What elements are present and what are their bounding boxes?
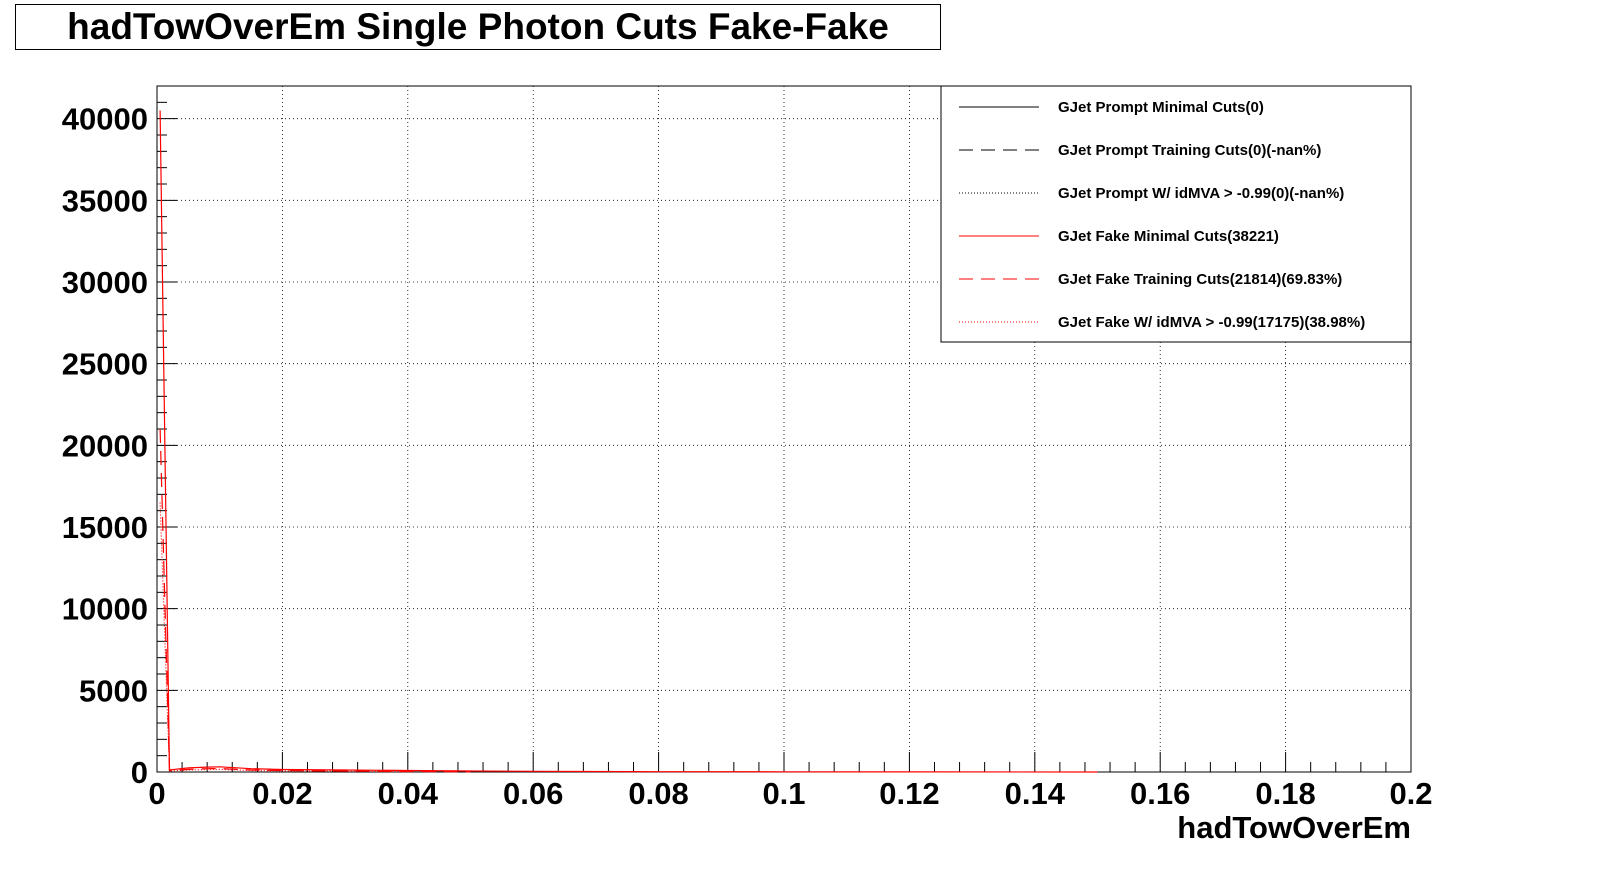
x-tick-label: 0.18 (1255, 776, 1315, 811)
x-tick-label: 0.12 (879, 776, 939, 811)
legend-label: GJet Prompt Training Cuts(0)(-nan%) (1058, 142, 1321, 159)
y-tick-label: 10000 (62, 592, 148, 627)
x-tick-label: 0.04 (378, 776, 439, 811)
x-tick-label: 0.16 (1130, 776, 1190, 811)
y-tick-label: 35000 (62, 183, 148, 218)
series-line-5 (159, 428, 471, 773)
y-tick-label: 30000 (62, 265, 148, 300)
y-tick-label: 40000 (62, 102, 148, 137)
series-line-4 (159, 110, 1098, 773)
x-tick-label: 0.14 (1005, 776, 1066, 811)
y-tick-label: 0 (131, 755, 148, 790)
y-tick-label: 20000 (62, 428, 148, 463)
x-tick-label: 0.1 (762, 776, 805, 811)
x-tick-label: 0.2 (1389, 776, 1432, 811)
legend-label: GJet Fake W/ idMVA > -0.99(17175)(38.98%… (1058, 314, 1365, 331)
legend-label: GJet Fake Training Cuts(21814)(69.83%) (1058, 271, 1342, 288)
chart-title-box: hadTowOverEm Single Photon Cuts Fake-Fak… (15, 4, 941, 50)
legend-label: GJet Fake Minimal Cuts(38221) (1058, 228, 1279, 245)
x-tick-label: 0.06 (503, 776, 563, 811)
y-tick-label: 5000 (79, 673, 148, 708)
x-tick-label: 0.02 (252, 776, 312, 811)
series-line-6 (159, 502, 408, 773)
y-tick-label: 15000 (62, 510, 148, 545)
legend-label: GJet Prompt W/ idMVA > -0.99(0)(-nan%) (1058, 185, 1344, 202)
x-axis-title: hadTowOverEm (1177, 810, 1411, 845)
legend-box (940, 85, 1412, 343)
x-tick-label: 0 (148, 776, 165, 811)
x-tick-label: 0.08 (628, 776, 688, 811)
chart-title: hadTowOverEm Single Photon Cuts Fake-Fak… (67, 6, 889, 47)
y-tick-label: 25000 (62, 347, 148, 382)
legend-label: GJet Prompt Minimal Cuts(0) (1058, 99, 1264, 116)
